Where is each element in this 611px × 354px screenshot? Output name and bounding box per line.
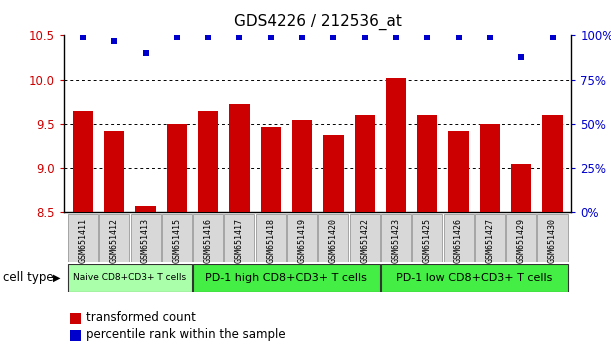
Bar [256, 214, 286, 262]
Bar [349, 214, 379, 262]
Bar [136, 206, 156, 212]
Bar [229, 103, 250, 212]
Bar [386, 78, 406, 212]
Bar [131, 214, 161, 262]
Point [422, 34, 432, 40]
Bar [538, 214, 568, 262]
Text: cell type: cell type [3, 272, 54, 284]
Point [329, 34, 338, 40]
Bar [260, 126, 281, 212]
Point [454, 34, 464, 40]
Bar [167, 124, 187, 212]
Text: GSM651422: GSM651422 [360, 217, 369, 263]
Bar [323, 135, 343, 212]
Bar [480, 124, 500, 212]
Bar [193, 214, 223, 262]
Point [360, 34, 370, 40]
Point [297, 34, 307, 40]
Bar [224, 214, 255, 262]
Text: GSM651412: GSM651412 [110, 217, 119, 263]
Bar [318, 214, 348, 262]
Bar [475, 214, 505, 262]
Text: transformed count: transformed count [86, 311, 196, 324]
Point [266, 34, 276, 40]
Bar [417, 115, 437, 212]
Text: GSM651427: GSM651427 [485, 217, 494, 263]
Bar [104, 131, 125, 212]
Text: GSM651415: GSM651415 [172, 217, 181, 263]
Text: GSM651419: GSM651419 [298, 217, 307, 263]
Text: GDS4226 / 212536_at: GDS4226 / 212536_at [234, 14, 401, 30]
Point [172, 34, 181, 40]
Bar [543, 115, 563, 212]
Bar [381, 264, 568, 292]
Point [485, 34, 495, 40]
Point [391, 34, 401, 40]
Bar [68, 214, 98, 262]
Text: GSM651420: GSM651420 [329, 217, 338, 263]
Text: GSM651418: GSM651418 [266, 217, 276, 263]
Bar [448, 131, 469, 212]
Bar [287, 214, 317, 262]
Text: GSM651430: GSM651430 [548, 217, 557, 263]
Bar [292, 120, 312, 212]
Point [141, 50, 150, 56]
Bar [444, 214, 474, 262]
Text: PD-1 high CD8+CD3+ T cells: PD-1 high CD8+CD3+ T cells [205, 273, 367, 283]
Bar [506, 214, 536, 262]
Text: GSM651413: GSM651413 [141, 217, 150, 263]
Text: GSM651425: GSM651425 [423, 217, 432, 263]
Text: GSM651411: GSM651411 [78, 217, 87, 263]
Bar [511, 164, 532, 212]
Point [78, 34, 88, 40]
Bar [162, 214, 192, 262]
Text: GSM651426: GSM651426 [454, 217, 463, 263]
Bar [193, 264, 379, 292]
Text: Naive CD8+CD3+ T cells: Naive CD8+CD3+ T cells [73, 273, 186, 282]
Bar [68, 264, 192, 292]
Point [203, 34, 213, 40]
Bar [412, 214, 442, 262]
Point [547, 34, 557, 40]
Bar [198, 110, 218, 212]
Bar [73, 110, 93, 212]
Point [109, 38, 119, 44]
Text: percentile rank within the sample: percentile rank within the sample [86, 328, 285, 341]
Text: GSM651417: GSM651417 [235, 217, 244, 263]
Bar [381, 214, 411, 262]
Text: GSM651423: GSM651423 [392, 217, 400, 263]
Bar [354, 115, 375, 212]
Text: GSM651429: GSM651429 [517, 217, 525, 263]
Point [516, 54, 526, 59]
Bar [99, 214, 130, 262]
Text: PD-1 low CD8+CD3+ T cells: PD-1 low CD8+CD3+ T cells [396, 273, 552, 283]
Text: GSM651416: GSM651416 [203, 217, 213, 263]
Point [235, 34, 244, 40]
Text: ▶: ▶ [53, 273, 60, 283]
